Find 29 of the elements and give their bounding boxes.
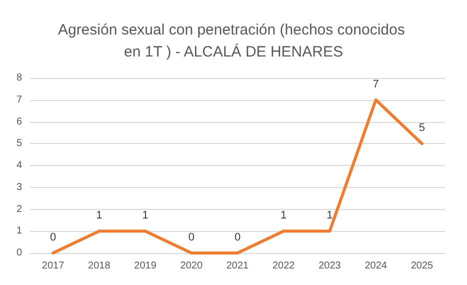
y-tick-label: 5 (16, 138, 22, 150)
data-label: 1 (280, 210, 287, 222)
data-label: 5 (418, 122, 426, 134)
data-label: 7 (372, 78, 379, 90)
data-label: 0 (234, 232, 241, 244)
data-label: 1 (326, 210, 333, 222)
data-label: 0 (188, 232, 194, 244)
x-tick-label: 2017 (42, 260, 65, 272)
y-tick-label: 3 (16, 182, 22, 193)
data-label: 0 (50, 232, 56, 244)
y-tick-label: 0 (16, 248, 22, 258)
y-tick-label: 6 (16, 116, 22, 128)
x-tick-label: 2023 (318, 260, 342, 272)
x-tick-label: 2024 (364, 260, 388, 272)
chart-title: Agresión sexual con penetración (hechos conocidos en 1T ) - ALCALÁ DE HENARES (58, 22, 410, 60)
y-tick-label: 8 (16, 72, 22, 84)
y-tick-label: 4 (16, 160, 22, 171)
x-tick-label: 2025 (410, 260, 434, 272)
line-series (52, 98, 424, 254)
x-tick-label: 2019 (134, 260, 157, 272)
data-label: 1 (142, 210, 148, 222)
x-tick-label: 2018 (88, 260, 111, 272)
x-tick-label: 2022 (272, 260, 296, 272)
x-tick-label: 2020 (180, 260, 203, 272)
y-tick-label: 2 (16, 204, 22, 215)
y-tick-label: 7 (16, 94, 22, 106)
data-label: 1 (96, 210, 102, 222)
x-tick-label: 2021 (226, 260, 250, 272)
y-tick-label: 1 (16, 226, 22, 237)
